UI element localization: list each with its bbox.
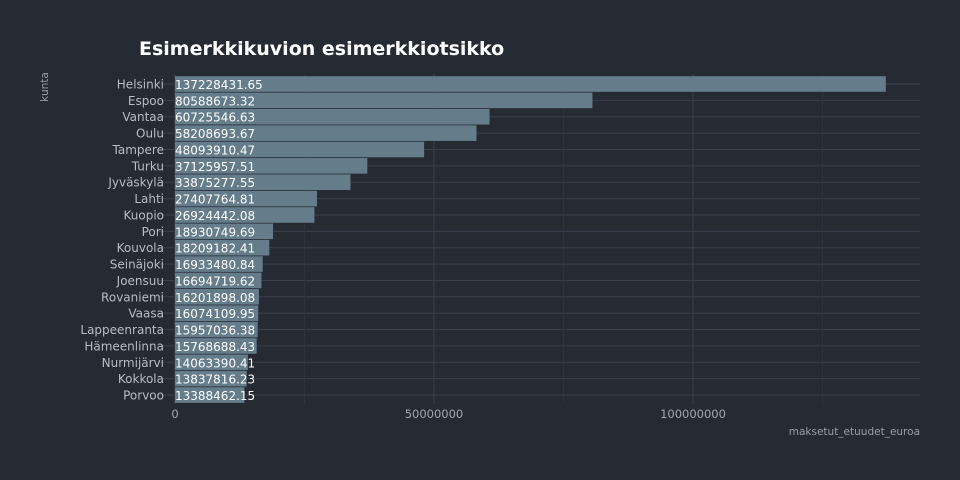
value-label: 15957036.38 (175, 324, 255, 338)
value-label: 58208693.67 (175, 127, 255, 141)
category-label: Helsinki (117, 78, 164, 92)
category-label: Porvoo (123, 389, 164, 403)
value-label: 137228431.65 (175, 78, 263, 92)
bar (175, 354, 248, 371)
category-label: Kuopio (123, 208, 164, 222)
bar (175, 321, 258, 338)
bar (175, 190, 317, 207)
bar (175, 338, 257, 354)
chart-title: Esimerkkikuvion esimerkkiotsikko (139, 38, 504, 60)
bar (175, 387, 245, 403)
category-label: Lappeenranta (80, 323, 164, 337)
category-label: Hämeenlinna (84, 339, 164, 353)
bar (175, 108, 490, 125)
category-label: Rovaniemi (101, 290, 164, 304)
value-label: 18930749.69 (175, 225, 255, 239)
value-label: 13388462.15 (175, 389, 255, 403)
bar (175, 76, 886, 92)
bar (175, 92, 593, 109)
category-label: Kouvola (117, 241, 164, 255)
bar (175, 256, 263, 272)
category-label: Oulu (136, 127, 164, 141)
value-label: 80588673.32 (175, 94, 255, 108)
category-label: Joensuu (116, 274, 164, 288)
bar (175, 207, 315, 223)
value-label: 48093910.47 (175, 143, 255, 157)
value-label: 18209182.41 (175, 242, 255, 256)
value-label: 60725546.63 (175, 111, 255, 125)
value-label: 16201898.08 (175, 291, 255, 305)
bar (175, 141, 425, 158)
category-label: Pori (142, 225, 164, 239)
category-label: Kokkola (118, 372, 164, 386)
value-label: 37125957.51 (175, 160, 255, 174)
value-label: 13837816.23 (175, 373, 255, 387)
category-label: Tampere (112, 143, 164, 157)
category-label: Jyväskylä (107, 176, 164, 190)
bar (175, 158, 368, 174)
value-label: 16933480.84 (175, 258, 255, 272)
bar (175, 305, 259, 321)
value-label: 33875277.55 (175, 176, 255, 190)
bar (175, 223, 274, 240)
category-label: Turku (131, 159, 164, 173)
category-label: Nurmijärvi (102, 356, 164, 370)
x-axis-title: maksetut_etuudet_euroa (789, 426, 920, 438)
bar (175, 125, 477, 141)
value-label: 16694719.62 (175, 274, 255, 288)
value-label: 27407764.81 (175, 193, 255, 207)
bar (175, 174, 351, 191)
value-label: 14063390.41 (175, 356, 255, 370)
category-label: Seinäjoki (110, 258, 164, 272)
y-axis-title: kunta (39, 72, 51, 102)
bar (175, 239, 270, 256)
value-label: 15768688.43 (175, 340, 255, 354)
x-tick-label: 0 (171, 407, 178, 421)
value-label: 16074109.95 (175, 307, 255, 321)
category-label: Vantaa (122, 110, 164, 124)
category-label: Vaasa (128, 307, 164, 321)
category-label: Lahti (134, 192, 164, 206)
value-label: 26924442.08 (175, 209, 255, 223)
bars (175, 76, 886, 403)
bar (175, 272, 262, 289)
x-tick-label: 50000000 (405, 407, 464, 421)
x-tick-label: 100000000 (660, 407, 726, 421)
bar (175, 289, 259, 305)
bar (175, 370, 247, 387)
category-label: Espoo (128, 94, 164, 108)
labels: 0 50000000 100000000 Helsinki 137228431.65 Es… (80, 78, 726, 422)
